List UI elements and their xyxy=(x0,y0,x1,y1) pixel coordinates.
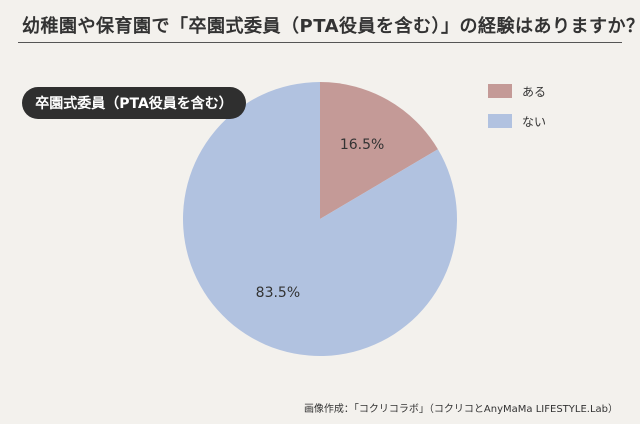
pie-value-label-aru: 16.5% xyxy=(340,137,384,153)
legend-label-nai: ない xyxy=(522,114,547,129)
pie-slice-aru xyxy=(320,82,438,219)
pie-value-labels: 16.5% 83.5% xyxy=(256,137,385,301)
pie-slices xyxy=(183,82,458,356)
chart-title: 幼稚園や保育園で「卒園式委員（PTA役員を含む）」の経験はありますか？ xyxy=(22,16,640,37)
title-divider xyxy=(18,42,622,43)
legend-item-nai: ない xyxy=(488,112,546,130)
pie-value-label-nai: 83.5% xyxy=(256,285,300,301)
image-credit: 画像作成：「コクリコラボ」（コクリコとAnyMaMa LIFESTYLE.Lab… xyxy=(303,404,618,415)
legend-item-aru: ある xyxy=(488,82,546,100)
legend-swatch-aru xyxy=(488,84,512,98)
legend-label-aru: ある xyxy=(522,84,547,99)
legend: ある ない xyxy=(488,82,546,142)
category-pill: 卒園式委員（PTA役員を含む） xyxy=(22,87,246,119)
legend-swatch-nai xyxy=(488,114,512,128)
pie-slice-nai xyxy=(183,82,458,356)
